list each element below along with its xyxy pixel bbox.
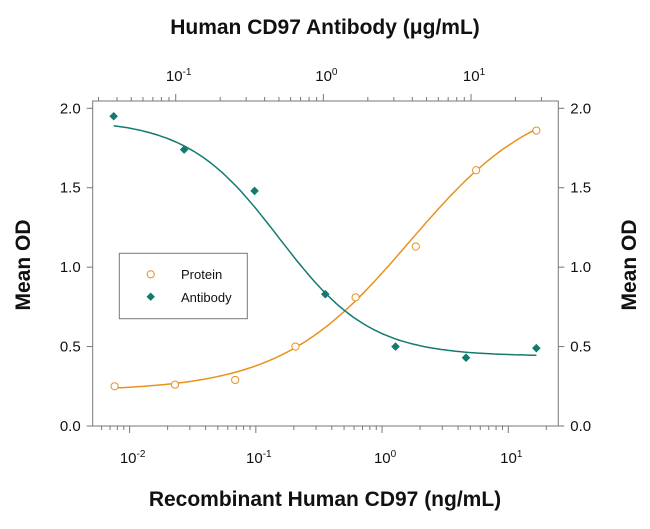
x-top-tick-label: 10-1: [166, 67, 192, 85]
y-axis-title-left: Mean OD: [12, 219, 35, 310]
legend-marker-protein: [146, 270, 155, 279]
y-tick-label-right: 1.5: [570, 180, 591, 197]
data-point-protein: [532, 126, 541, 135]
legend-label-protein: Protein: [181, 267, 222, 282]
legend-marker-antibody: [146, 292, 155, 301]
data-point-protein: [472, 166, 481, 175]
y-tick-label-right: 2.0: [570, 100, 591, 117]
fit-curve-protein: [114, 128, 537, 389]
data-point-antibody: [109, 111, 118, 121]
x-bottom-tick-label: 101: [500, 449, 523, 467]
y-tick-label-left: 1.0: [60, 259, 81, 276]
y-tick-label-right: 1.0: [570, 259, 591, 276]
legend-box: [118, 252, 248, 320]
y-tick-label-left: 0.5: [60, 339, 81, 356]
x-axis-title: Recombinant Human CD97 (ng/mL): [149, 488, 501, 511]
data-point-antibody: [532, 343, 541, 353]
x-bottom-tick-label: 10-2: [120, 449, 146, 467]
data-point-protein: [291, 342, 300, 351]
data-point-antibody: [179, 145, 189, 154]
data-point-protein: [411, 242, 420, 251]
legend: Protein Antibody: [118, 252, 248, 320]
data-point-protein: [351, 293, 360, 302]
data-point-antibody: [391, 342, 400, 351]
data-point-protein: [110, 382, 119, 391]
y-tick-label-left: 2.0: [60, 100, 81, 117]
y-axis-title-right: Mean OD: [618, 219, 641, 310]
y-tick-label-left: 1.5: [60, 180, 81, 197]
y-tick-label-right: 0.5: [570, 339, 591, 356]
y-tick-label-left: 0.0: [60, 418, 81, 435]
top-axis-title: Human CD97 Antibody (μg/mL): [170, 16, 480, 39]
y-tick-label-right: 0.0: [570, 418, 591, 435]
data-point-antibody: [461, 353, 471, 362]
plot-frame: [92, 100, 559, 427]
data-point-antibody: [320, 289, 330, 299]
fit-curve-antibody: [113, 124, 537, 357]
legend-label-antibody: Antibody: [181, 290, 232, 305]
x-top-tick-label: 100: [315, 67, 338, 85]
data-point-protein: [231, 375, 240, 385]
data-point-protein: [170, 380, 180, 389]
x-bottom-tick-label: 100: [374, 449, 397, 467]
x-top-tick-label: 101: [463, 67, 486, 85]
data-point-antibody: [250, 186, 259, 196]
x-bottom-tick-label: 10-1: [246, 449, 272, 467]
